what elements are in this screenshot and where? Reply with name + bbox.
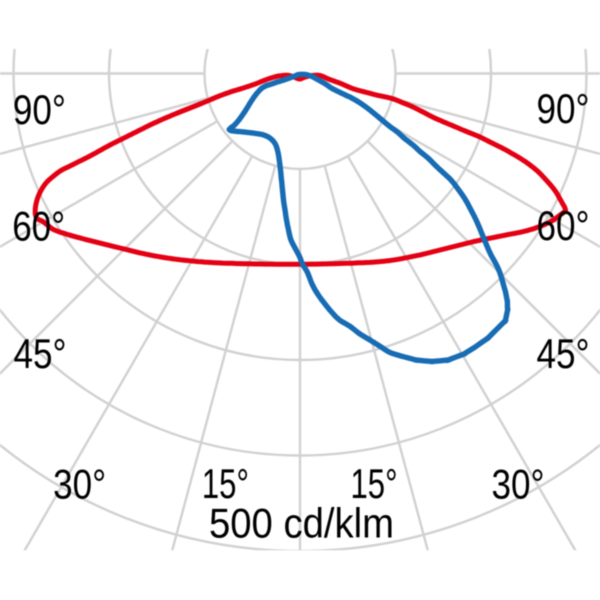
svg-text:60°: 60° <box>12 203 65 250</box>
svg-text:30°: 30° <box>492 461 545 508</box>
svg-text:15°: 15° <box>351 460 398 507</box>
svg-text:60°: 60° <box>537 202 590 249</box>
svg-text:45°: 45° <box>14 330 67 377</box>
svg-text:90°: 90° <box>13 86 66 133</box>
svg-text:90°: 90° <box>537 85 590 132</box>
svg-text:15°: 15° <box>202 460 249 507</box>
svg-text:45°: 45° <box>537 330 590 377</box>
svg-text:30°: 30° <box>53 461 106 508</box>
svg-text:500 cd/klm: 500 cd/klm <box>209 500 394 547</box>
